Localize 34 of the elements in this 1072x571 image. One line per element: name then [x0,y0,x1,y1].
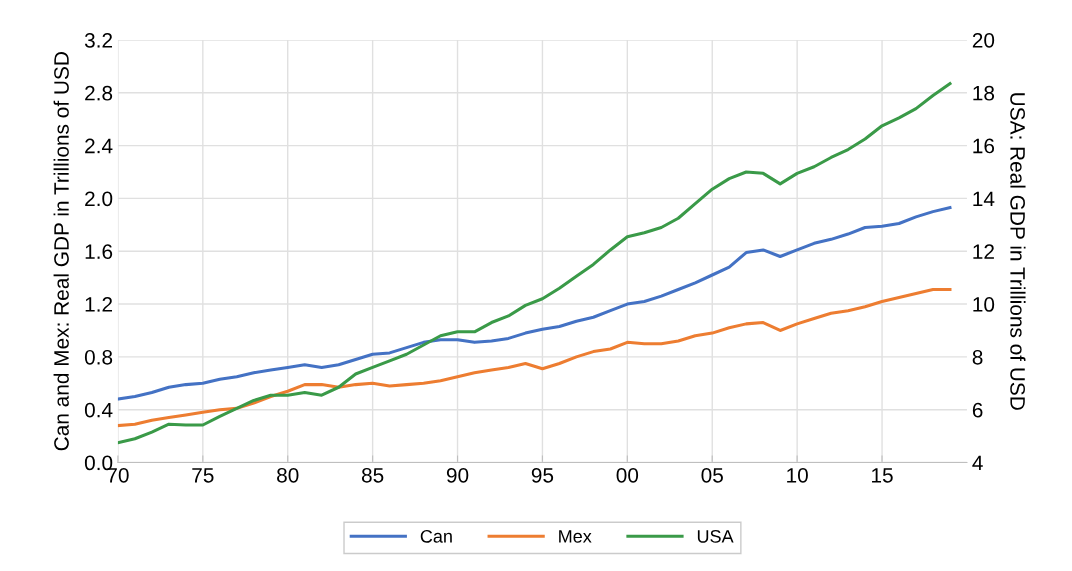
y2-tick-label: 6 [972,402,983,418]
line-series [117,288,952,428]
y2-tick-label: 8 [972,349,983,365]
y-tick-label: 2.8 [85,85,113,101]
y-tick-label: 2.4 [85,138,113,154]
y-tick-label: 1.2 [85,297,113,312]
y-tick-label: 0.4 [84,402,113,418]
y2-tick-label: 20 [972,32,995,48]
legend-label: USA [697,529,734,543]
y2-axis-title: USA: Real GDP in Trillions of USD [1010,93,1026,410]
y-tick-label: 2.0 [85,191,113,207]
y-axis-title: Can and Mex: Real GDP in Trillions of USD [53,52,69,451]
line-series [117,206,952,401]
line-series [117,82,952,445]
x-tick-label: 00 [616,467,639,483]
y2-tick-label: 4 [972,455,983,471]
y2-tick-label: 10 [973,297,995,312]
x-tick-label: 75 [192,468,214,483]
x-tick-label: 85 [361,467,384,483]
y-tick-label: 1.6 [85,244,113,259]
x-tick-label: 90 [446,467,469,483]
x-tick-label: 05 [701,467,723,483]
y2-tick-label: 16 [973,138,995,154]
y2-tick-label: 12 [973,244,994,259]
y-tick-label: 3.2 [84,32,113,48]
x-tick-label: 10 [787,467,808,483]
legend-label: Can [420,529,452,543]
y2-tick-label: 18 [973,85,995,101]
legend-label: Mex [559,530,592,543]
y-tick-label: 0.8 [84,349,113,365]
x-tick-label: 15 [872,468,893,483]
x-tick-label: 80 [277,467,299,483]
x-tick-label: 95 [531,467,554,483]
y2-tick-label: 14 [973,191,995,206]
